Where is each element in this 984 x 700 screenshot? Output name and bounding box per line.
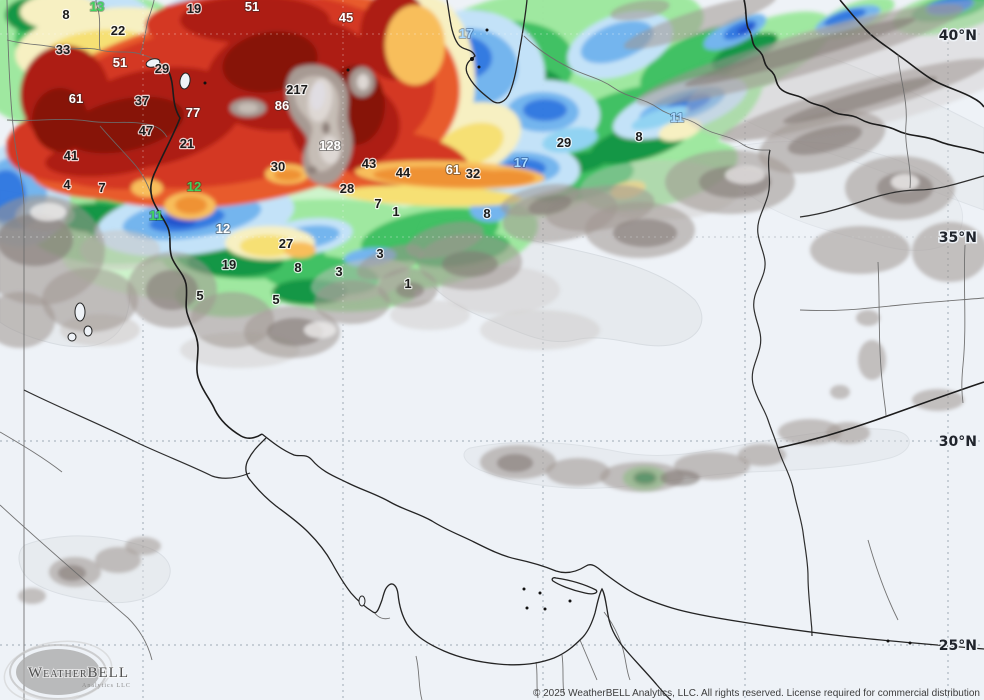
precip-value-label: 11 [149, 208, 163, 223]
copyright-text: © 2025 WeatherBELL Analytics, LLC. All r… [533, 688, 980, 699]
precip-value-label: 17 [459, 26, 473, 41]
logo-swirl-tail [17, 687, 79, 700]
precip-value-label: 8 [635, 129, 642, 144]
precip-value-label: 22 [111, 23, 125, 38]
precip-value-label: 51 [113, 55, 127, 70]
logo-swirl-mid [9, 644, 107, 700]
precip-value-label: 4 [63, 177, 71, 192]
precip-value-label: 86 [275, 98, 289, 113]
precip-value-label: 19 [222, 257, 236, 272]
precip-value-label: 7 [98, 180, 105, 195]
precip-value-label: 30 [271, 159, 285, 174]
latitude-label: 25°N [939, 638, 977, 654]
precip-value-label: 44 [396, 165, 411, 180]
precip-value-label: 5 [272, 292, 279, 307]
precip-value-label: 128 [319, 138, 341, 153]
precip-value-label: 21 [180, 136, 194, 151]
graticule-overlay [0, 0, 984, 330]
latitude-labels: 40°N 35°N 30°N 25°N [937, 27, 978, 656]
precip-value-label: 27 [279, 236, 293, 251]
precip-value-label: 61 [446, 162, 460, 177]
precip-value-label: 13 [90, 0, 104, 14]
precip-value-label: 3 [376, 246, 383, 261]
precip-value-label: 61 [69, 91, 83, 106]
precip-value-label: 1 [392, 204, 399, 219]
latitude-label: 40°N [939, 28, 977, 44]
precip-value-label: 19 [187, 1, 201, 16]
precip-value-label: 8 [62, 7, 69, 22]
coastlines [67, 0, 984, 700]
latitude-label: 35°N [939, 230, 977, 246]
precip-value-label: 28 [340, 181, 354, 196]
precip-value-label: 37 [135, 93, 149, 108]
precip-value-label: 51 [245, 0, 259, 14]
latitude-label: 30°N [939, 434, 977, 450]
precip-value-label: 8 [483, 206, 490, 221]
precip-value-label: 33 [56, 42, 70, 57]
precip-value-label: 217 [286, 82, 308, 97]
precip-value-label: 43 [362, 156, 376, 171]
precip-value-label: 77 [186, 105, 200, 120]
precip-value-label: 45 [339, 10, 353, 25]
precip-value-label: 29 [557, 135, 571, 150]
precip-value-label: 41 [64, 148, 78, 163]
logo-swirl-outer [3, 640, 113, 700]
weatherbell-logo: WEATHERBELL Analytics LLC [3, 640, 131, 700]
precip-value-label: 12 [187, 179, 201, 194]
precip-value-label: 3 [335, 264, 342, 279]
cloud-layer [0, 0, 984, 604]
logo-ellipse [16, 649, 100, 695]
logo-wordmark: WEATHERBELL [28, 665, 129, 681]
logo-subtitle: Analytics LLC [82, 683, 131, 689]
precip-value-label: 32 [466, 166, 480, 181]
precip-value-label: 5 [196, 288, 203, 303]
precip-value-label: 8 [294, 260, 301, 275]
precip-value-label: 11 [670, 110, 684, 125]
precip-value-label: 7 [374, 196, 381, 211]
precip-value-label: 47 [139, 123, 153, 138]
precip-value-label: 17 [514, 155, 528, 170]
precip-value-label: 12 [216, 221, 230, 236]
precip-value-label: 29 [155, 61, 169, 76]
precip-value-label: 1 [404, 276, 411, 291]
